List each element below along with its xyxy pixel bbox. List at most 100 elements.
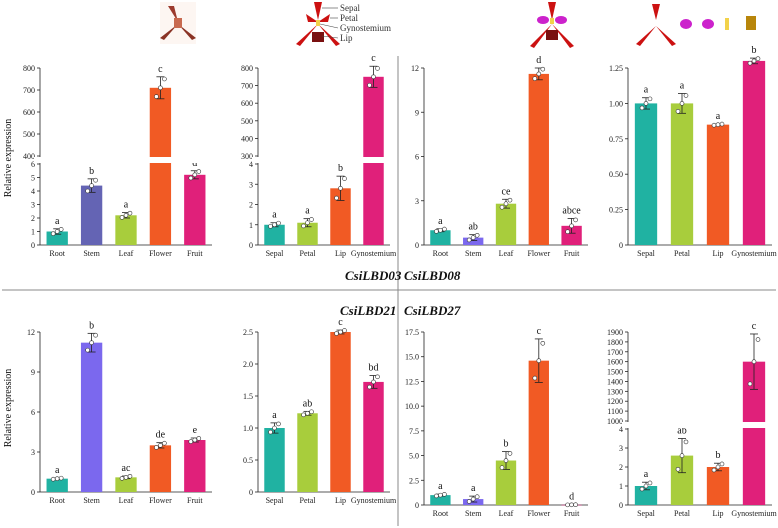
- bar-lip: [706, 124, 730, 245]
- replicate-point: [162, 76, 167, 82]
- y-tick-label: 1400: [607, 377, 623, 386]
- significance-letter: c: [371, 53, 376, 64]
- significance-letter: de: [156, 430, 166, 441]
- part-label-gynostemium: Gynostemium: [340, 23, 391, 33]
- significance-letter: c: [158, 64, 163, 75]
- replicate-point: [639, 486, 645, 492]
- x-tick-label: Root: [49, 249, 65, 258]
- x-tick-label: Leaf: [499, 249, 514, 258]
- significance-letter: a: [680, 80, 685, 91]
- replicate-point: [162, 440, 167, 446]
- replicate-point: [127, 473, 133, 479]
- x-tick-label: Sepal: [637, 249, 656, 258]
- replicate-point: [367, 384, 372, 390]
- y-tick-label: 1800: [607, 338, 623, 347]
- y-tick-label: 12: [27, 328, 35, 337]
- bar-sepal: [634, 486, 658, 505]
- y-tick-label: 7.5: [409, 427, 419, 436]
- significance-letter: c: [338, 317, 343, 328]
- bar-sepal: [264, 428, 285, 492]
- x-tick-label: Gynostemium: [731, 249, 777, 258]
- replicate-point: [334, 195, 339, 201]
- y-tick-label: 2: [619, 463, 623, 472]
- y-tick-label: 3: [249, 180, 253, 189]
- bar-fruit: [184, 174, 206, 245]
- x-tick-label: Lip: [335, 496, 346, 505]
- replicate-point: [93, 332, 98, 338]
- y-tick-label: 3: [415, 197, 419, 206]
- bar-flower: [149, 445, 172, 492]
- replicate-point: [536, 358, 542, 363]
- gene-label-csilbd27: CsiLBD27: [404, 303, 461, 318]
- y-tick-label: 0.25: [609, 206, 623, 215]
- replicate-point: [192, 437, 198, 443]
- significance-letter: ce: [502, 186, 511, 197]
- significance-letter: b: [752, 45, 757, 56]
- significance-letter: a: [305, 206, 310, 217]
- x-tick-label: Gynostemium: [351, 249, 397, 258]
- replicate-point: [123, 475, 129, 480]
- y-tick-label: 6: [415, 153, 419, 162]
- replicate-point: [334, 331, 339, 336]
- replicate-point: [643, 483, 649, 489]
- axis-break-gap: [34, 157, 212, 163]
- replicate-point: [507, 197, 513, 203]
- bar-root: [430, 495, 451, 505]
- replicate-point: [683, 439, 689, 445]
- x-tick-label: Stem: [83, 249, 100, 258]
- significance-letter: a: [716, 111, 721, 122]
- y-tick-label: 0: [619, 241, 623, 250]
- x-tick-label: Flower: [527, 509, 550, 518]
- y-tick-label: 400: [241, 134, 253, 143]
- replicate-point: [711, 122, 717, 128]
- y-tick-label: 1.5: [243, 392, 253, 401]
- flower-colored-diagram-icon: [530, 2, 574, 48]
- replicate-point: [647, 480, 653, 486]
- y-tick-label: 4: [249, 160, 253, 169]
- y-tick-label: 9: [31, 368, 35, 377]
- replicate-point: [50, 476, 56, 482]
- replicate-point: [675, 466, 681, 472]
- bar-fruit: [184, 440, 206, 492]
- replicate-point: [342, 176, 347, 181]
- replicate-point: [123, 213, 129, 218]
- replicate-point: [499, 204, 505, 210]
- chart-panel-6: 0 0.5 1.0 1.5 2.0 2.5 a Sepal ab Petal c Lip bd Gynos…: [243, 317, 397, 505]
- replicate-point: [89, 183, 94, 188]
- x-tick-label: Petal: [674, 509, 691, 518]
- x-tick-label: Sepal: [266, 496, 285, 505]
- bar-root: [46, 478, 68, 492]
- replicate-point: [127, 210, 133, 216]
- significance-letter: a: [272, 210, 277, 221]
- bar-root: [430, 230, 451, 245]
- replicate-point: [647, 96, 653, 102]
- y-tick-label: 0: [249, 241, 253, 250]
- replicate-point: [154, 445, 159, 450]
- significance-letter: a: [438, 481, 443, 492]
- x-tick-label: Lip: [712, 509, 723, 518]
- y-tick-label: 0: [619, 501, 623, 510]
- replicate-point: [50, 231, 56, 236]
- replicate-point: [540, 340, 546, 346]
- replicate-point: [747, 381, 753, 387]
- replicate-point: [268, 224, 273, 229]
- x-tick-label: Stem: [465, 249, 482, 258]
- replicate-point: [643, 101, 649, 106]
- replicate-point: [442, 492, 447, 497]
- axis-break-gap: [622, 422, 772, 428]
- replicate-point: [679, 101, 685, 106]
- x-tick-label: Flower: [149, 496, 172, 505]
- chart-panel-8: 0 1 2 3 410001100120013001400150016001700180…: [607, 321, 777, 518]
- chart-panel-5: 0 3 6 9 12 a Root b Stem ac Leaf de Flower e Fruit: [27, 320, 212, 505]
- y-tick-label: 1100: [607, 407, 623, 416]
- replicate-point: [639, 105, 645, 111]
- y-tick-label: 0: [415, 501, 419, 510]
- replicate-point: [751, 58, 757, 64]
- y-tick-label: 2.5: [243, 328, 253, 337]
- y-tick-label: 600: [23, 108, 35, 117]
- x-tick-label: Lip: [335, 249, 346, 258]
- significance-letter: d: [569, 492, 574, 503]
- replicate-point: [719, 461, 725, 467]
- replicate-point: [301, 223, 306, 229]
